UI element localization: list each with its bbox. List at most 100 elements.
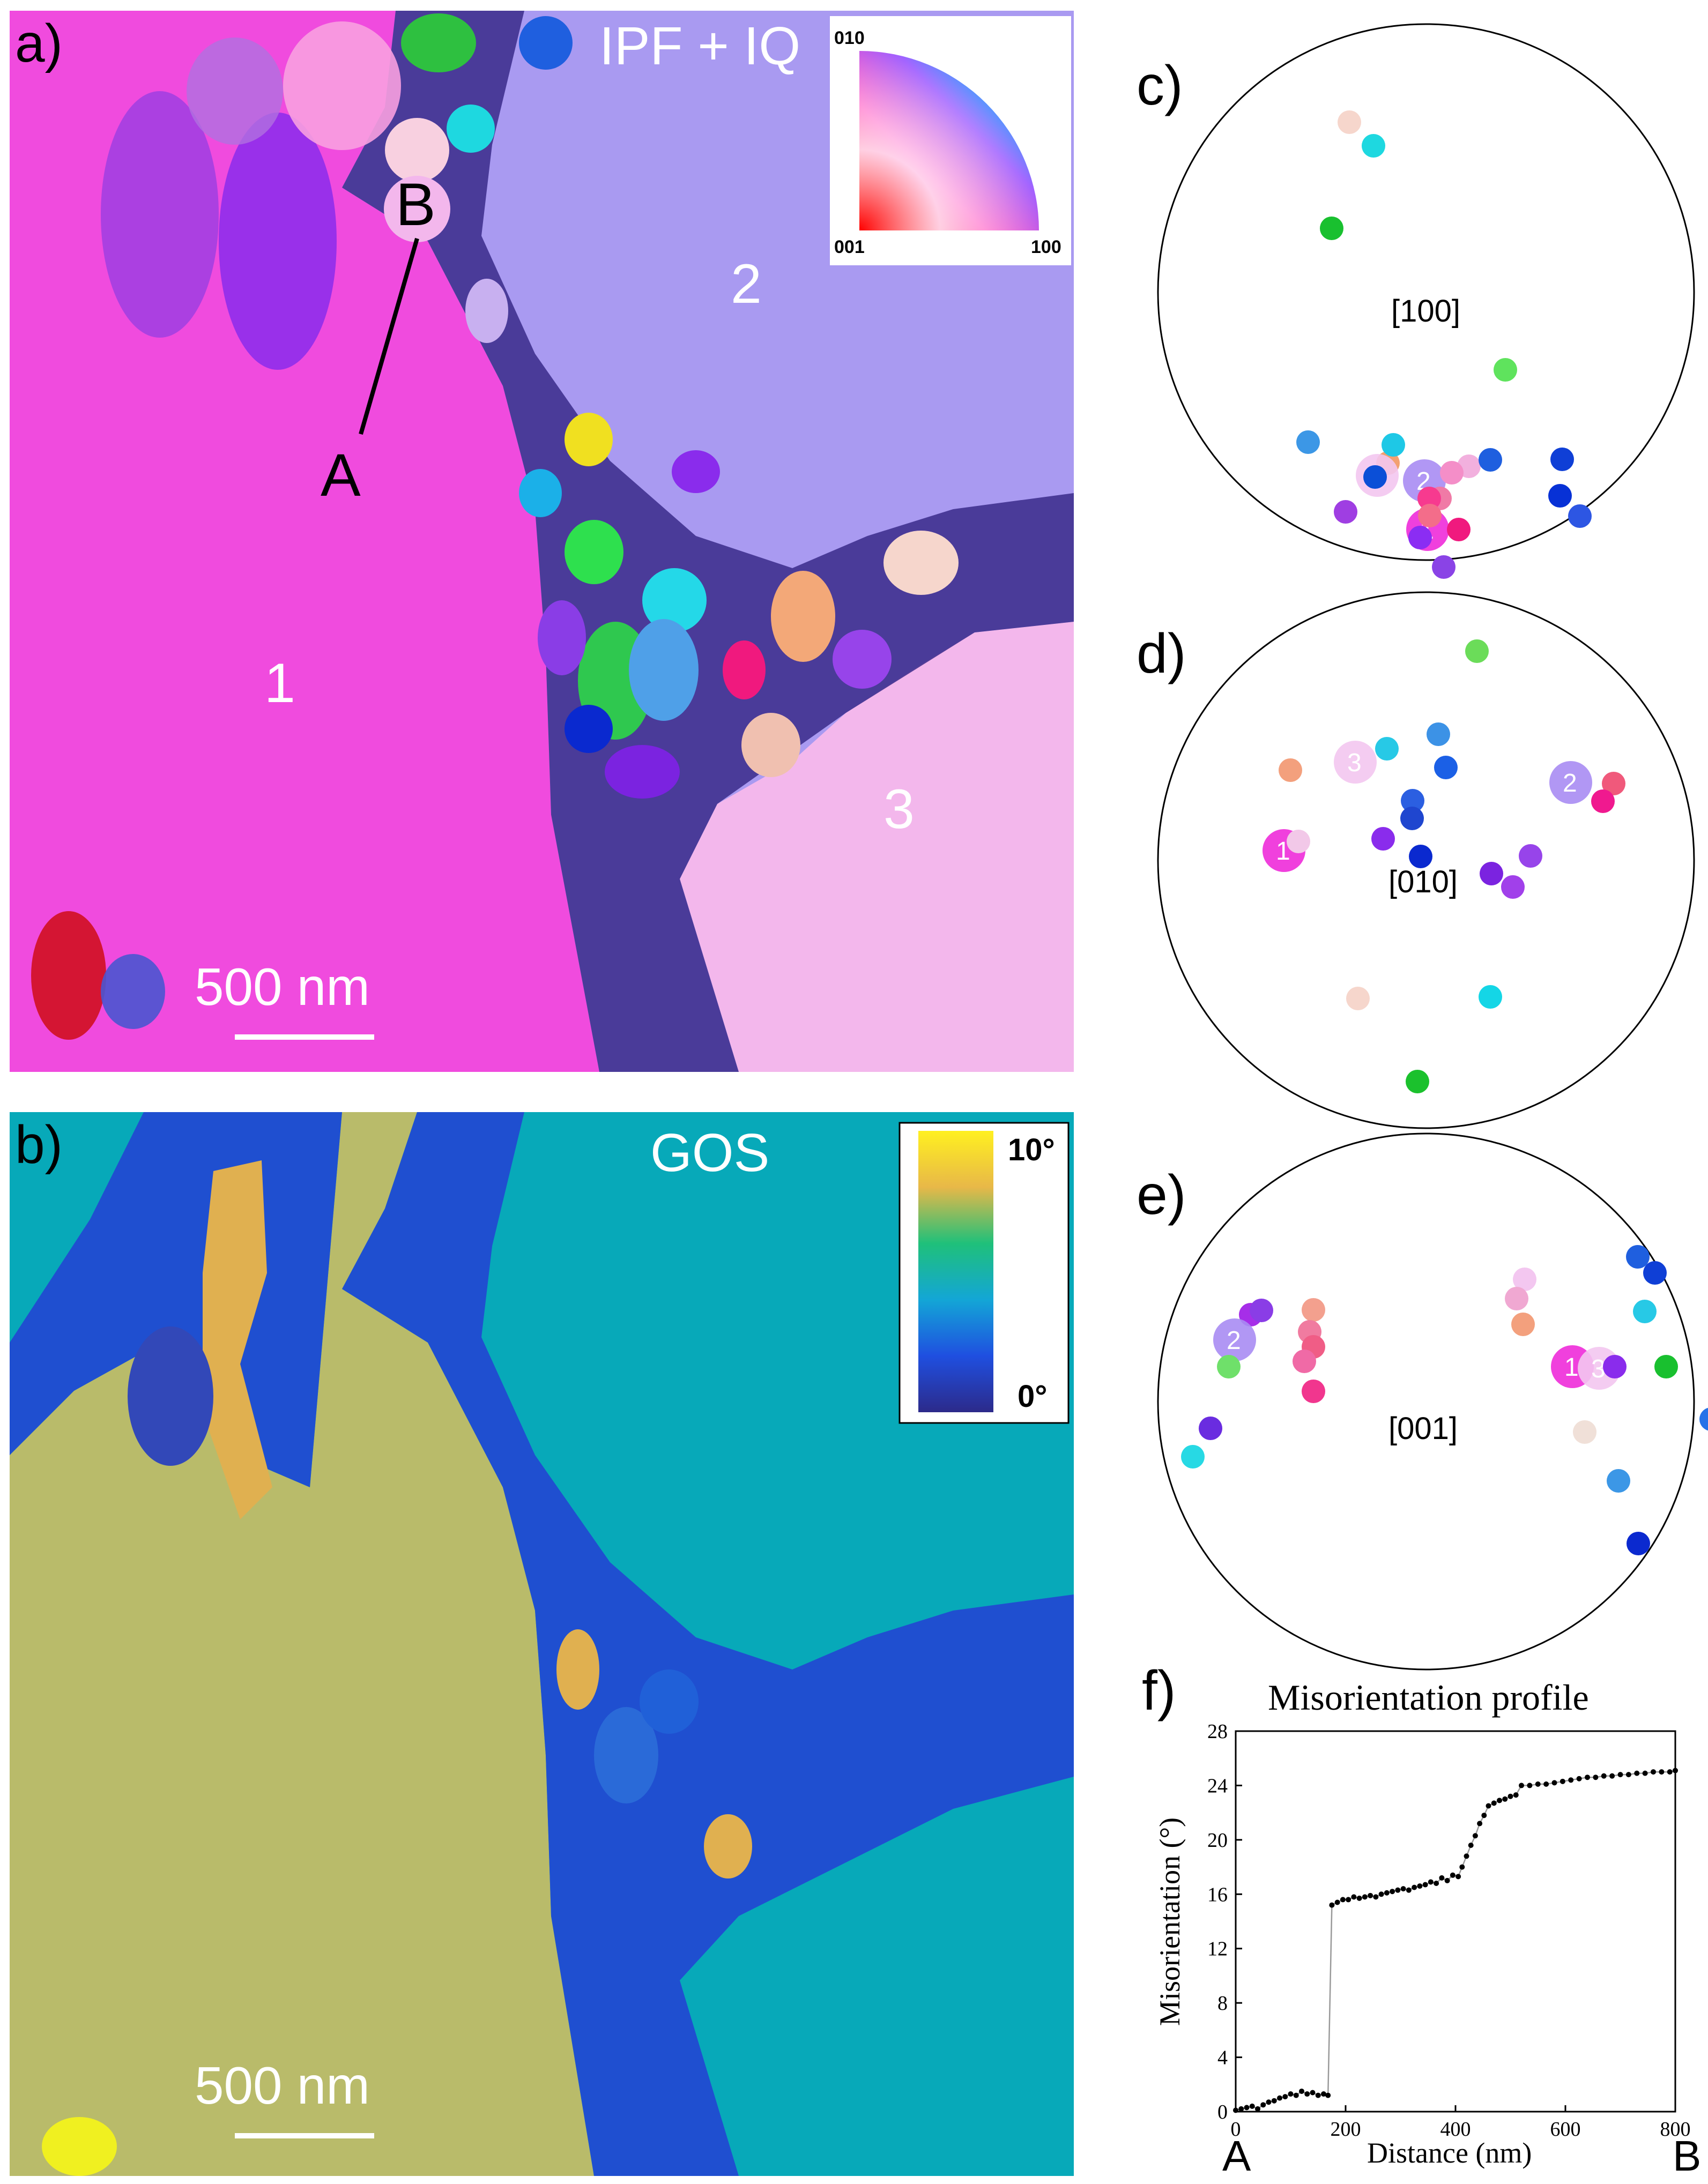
ipf-legend-bottom-right-label: 100: [1031, 237, 1061, 257]
data-point: [1481, 1813, 1487, 1818]
data-point: [1634, 1770, 1640, 1776]
y-tick-label: 4: [1217, 2047, 1228, 2069]
data-point: [1406, 1887, 1412, 1893]
data-point: [1315, 2092, 1321, 2098]
pole-point: [1519, 844, 1542, 868]
pole-point: [1568, 504, 1592, 528]
data-point: [1288, 2091, 1294, 2097]
grain-3-label: 3: [883, 778, 915, 840]
profile-line: [359, 237, 419, 435]
gos-small-grains: [42, 1160, 752, 2176]
data-point: [1378, 1891, 1384, 1897]
gos-map-title: GOS: [650, 1123, 769, 1183]
pole-figure-d-title: [010]: [1388, 864, 1458, 899]
pole-point: [1417, 487, 1441, 510]
gos-colorbar-min-label: 0°: [1018, 1379, 1047, 1414]
data-point: [1434, 1881, 1439, 1886]
panel-a-label: a): [15, 13, 63, 73]
pole-point: [1550, 448, 1574, 471]
panel-f-label: f): [1142, 1660, 1176, 1722]
data-point: [1593, 1775, 1599, 1780]
pole-point: [1654, 1355, 1678, 1378]
pole-point: [1480, 862, 1503, 885]
chart-plot-frame: [1235, 1730, 1676, 2113]
data-point: [1455, 1874, 1461, 1880]
data-point: [1329, 1902, 1335, 1908]
pole-point: [1494, 358, 1517, 382]
data-point: [1282, 2094, 1288, 2100]
data-point: [1444, 1877, 1450, 1883]
data-point: [1667, 1769, 1673, 1775]
pole-point: [1699, 1407, 1708, 1431]
data-point: [1439, 1875, 1445, 1881]
data-point: [1617, 1772, 1623, 1778]
pole-point: [1607, 1469, 1630, 1493]
data-point: [1568, 1777, 1574, 1783]
ipf-legend-bottom-left-label: 001: [834, 237, 865, 257]
pole-point: [1501, 875, 1525, 899]
data-point: [1233, 2107, 1238, 2113]
pole-point: [1199, 1417, 1222, 1440]
data-point: [1491, 1800, 1497, 1806]
pole-figure-c-outline: [1157, 23, 1695, 561]
pole-point: [1409, 845, 1432, 868]
pole-figure-c-points: 321: [1296, 110, 1592, 579]
pole-point: [1320, 217, 1343, 240]
gos-colorbar: [918, 1131, 993, 1412]
chart-end-label: B: [1673, 2132, 1701, 2180]
y-tick-label: 16: [1207, 1883, 1228, 1906]
data-point: [1260, 2102, 1266, 2108]
data-point: [1543, 1781, 1549, 1787]
pole-point: [1279, 758, 1302, 782]
data-point: [1459, 1864, 1465, 1870]
data-point: [1325, 2092, 1331, 2098]
pole-point: [1382, 433, 1405, 457]
data-point: [1673, 1768, 1678, 1773]
scale-bar-label-b: 500 nm: [195, 2056, 370, 2115]
data-point: [1321, 2091, 1326, 2097]
data-point: [1368, 1892, 1373, 1898]
data-point: [1334, 1899, 1340, 1905]
pole-figure-d-points: 321: [1263, 639, 1625, 1093]
pole-point: [1427, 722, 1450, 746]
pole-point-label: 1: [1564, 1353, 1579, 1382]
y-tick-label: 8: [1217, 1992, 1228, 2015]
data-point: [1625, 1772, 1631, 1778]
pole-figure-d-outline: [1157, 591, 1695, 1129]
grain-1-subgrains: [31, 21, 401, 1040]
data-point: [1508, 1793, 1513, 1799]
pole-point: [1602, 772, 1625, 795]
profile-end-label: B: [396, 171, 436, 238]
pole-point: [1440, 461, 1464, 484]
pole-point: [1627, 1532, 1650, 1555]
data-point: [1390, 1889, 1395, 1895]
data-point: [1346, 1897, 1351, 1903]
panel-c-label: c): [1137, 55, 1183, 117]
pole-point: [1479, 985, 1502, 1009]
x-tick-label: 200: [1331, 2118, 1361, 2141]
ipf-legend-triangle-shade: [859, 51, 1039, 230]
gos-colorbar-max-label: 10°: [1008, 1132, 1055, 1167]
pole-point: [1363, 465, 1387, 489]
pole-point: [1633, 1300, 1657, 1323]
data-point: [1576, 1776, 1582, 1782]
pole-figure-svg: c) [100] 321 d) [010] 321 e) [001] 213: [1137, 23, 1708, 1671]
data-point: [1560, 1778, 1565, 1784]
pole-figure-c-title: [100]: [1391, 294, 1460, 329]
pole-point: [1296, 430, 1320, 454]
profile-start-label: A: [321, 442, 361, 509]
data-point: [1255, 2106, 1260, 2112]
pole-point: [1346, 987, 1370, 1010]
pole-point: [1362, 134, 1385, 158]
data-point: [1356, 1895, 1362, 1901]
pole-point: [1603, 1355, 1627, 1378]
grain-1-label: 1: [264, 652, 295, 714]
data-point: [1527, 1783, 1533, 1788]
pole-point: [1549, 761, 1592, 804]
pole-figure-e-title: [001]: [1388, 1411, 1458, 1446]
x-axis-label: Distance (nm): [1367, 2137, 1532, 2169]
pole-point: [1334, 500, 1357, 524]
pole-point: [1213, 1318, 1256, 1361]
pole-point: [1400, 807, 1424, 830]
pole-point: [1250, 1299, 1273, 1322]
